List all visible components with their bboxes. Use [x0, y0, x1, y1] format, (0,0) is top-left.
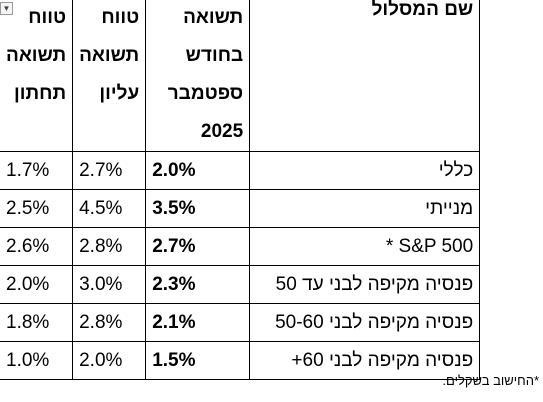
- dropdown-arrow-icon[interactable]: ▼: [0, 2, 13, 15]
- upper-range-value: 2.7%: [72, 151, 147, 190]
- track-name: S&P 500 *: [249, 227, 481, 266]
- header-lower-line-2: תשואה: [6, 45, 67, 66]
- returns-table: שם המסלול תשואה בחודש ספטמבר 2025 טווח ת…: [0, 0, 481, 380]
- lower-range-value: 2.0%: [0, 265, 74, 304]
- lower-range-value: 1.0%: [0, 341, 74, 380]
- header-return-line-3: ספטמבר: [167, 83, 244, 104]
- return-value: 2.1%: [145, 303, 251, 342]
- upper-range-value: 2.8%: [72, 303, 147, 342]
- footnote: *החישוב בשקלים.: [442, 373, 539, 388]
- return-value: 2.0%: [145, 151, 251, 190]
- track-name: מנייתי: [249, 189, 481, 228]
- upper-range-value: 3.0%: [72, 265, 147, 304]
- lower-range-value: 1.7%: [0, 151, 74, 190]
- table-row: מנייתי 3.5% 4.5% 2.5%: [0, 189, 481, 228]
- upper-range-value: 2.0%: [72, 341, 147, 380]
- return-value: 2.7%: [145, 227, 251, 266]
- header-return-line-2: בחודש: [185, 45, 244, 66]
- return-value: 3.5%: [145, 189, 251, 228]
- track-name: כללי: [249, 151, 481, 190]
- table-row: S&P 500 * 2.7% 2.8% 2.6%: [0, 227, 481, 266]
- lower-range-value: 2.5%: [0, 189, 74, 228]
- header-return-line-1: תשואה: [183, 7, 244, 28]
- header-track-name: שם המסלול: [249, 0, 481, 152]
- header-lower-line-3: תחתון: [14, 83, 67, 104]
- track-name: פנסיה מקיפה לבני עד 50: [249, 265, 481, 304]
- header-upper-line-3: עליון: [99, 83, 140, 104]
- table-row: פנסיה מקיפה לבני עד 50 2.3% 3.0% 2.0%: [0, 265, 481, 304]
- lower-range-value: 1.8%: [0, 303, 74, 342]
- table-row: פנסיה מקיפה לבני 60+ 1.5% 2.0% 1.0%: [0, 341, 481, 380]
- header-lower-range: טווח תשואה תחתון: [0, 0, 74, 152]
- upper-range-value: 4.5%: [72, 189, 147, 228]
- lower-range-value: 2.6%: [0, 227, 74, 266]
- header-upper-range: טווח תשואה עליון: [72, 0, 147, 152]
- header-track-name-text: שם המסלול: [371, 0, 474, 20]
- return-value: 2.3%: [145, 265, 251, 304]
- header-return-line-4: 2025: [200, 121, 244, 142]
- upper-range-value: 2.8%: [72, 227, 147, 266]
- header-row: שם המסלול תשואה בחודש ספטמבר 2025 טווח ת…: [0, 0, 481, 152]
- track-name: פנסיה מקיפה לבני 50-60: [249, 303, 481, 342]
- header-upper-line-1: טווח: [101, 7, 140, 28]
- return-value: 1.5%: [145, 341, 251, 380]
- track-name: פנסיה מקיפה לבני 60+: [249, 341, 481, 380]
- header-upper-line-2: תשואה: [79, 45, 140, 66]
- header-return: תשואה בחודש ספטמבר 2025: [145, 0, 251, 152]
- table-row: פנסיה מקיפה לבני 50-60 2.1% 2.8% 1.8%: [0, 303, 481, 342]
- header-lower-line-1: טווח: [28, 7, 67, 28]
- table-row: כללי 2.0% 2.7% 1.7%: [0, 151, 481, 190]
